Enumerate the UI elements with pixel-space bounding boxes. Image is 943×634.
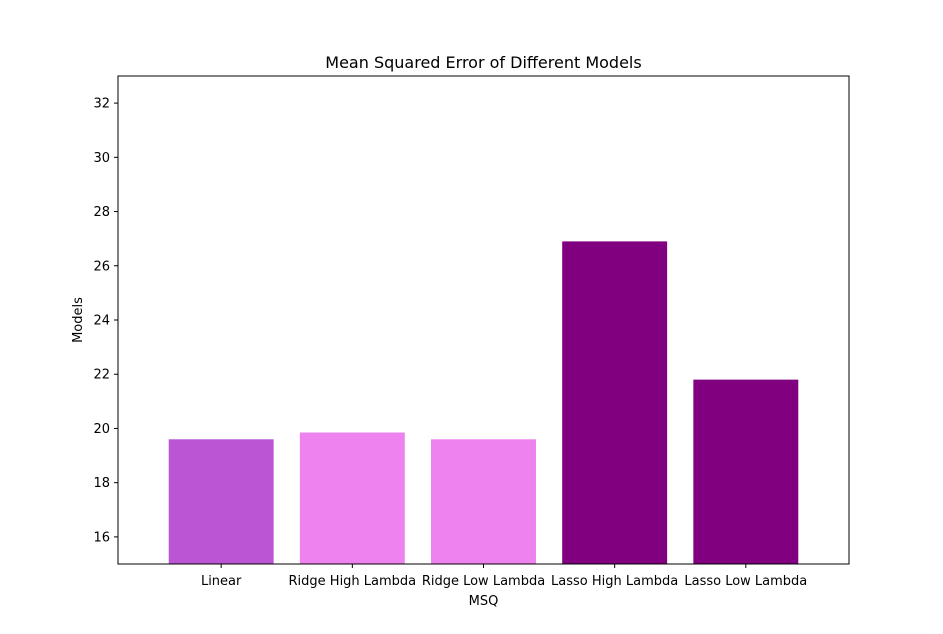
- y-axis-label: Models: [71, 297, 86, 343]
- x-axis: Linear Ridge High Lambda Ridge Low Lambda L…: [201, 564, 807, 589]
- chart-title: Mean Squared Error of Different Models: [325, 53, 641, 72]
- x-axis-label: MSQ: [469, 594, 499, 609]
- bar-ridge-low-lambda: [431, 439, 536, 564]
- y-tick-label: 28: [93, 205, 110, 220]
- x-tick-label: Lasso Low Lambda: [684, 574, 807, 589]
- bar-lasso-low-lambda: [693, 379, 799, 564]
- x-tick-label: Ridge Low Lambda: [422, 574, 545, 589]
- x-tick-label: Ridge High Lambda: [289, 574, 417, 589]
- bar-linear: [168, 439, 274, 564]
- y-tick-label: 16: [93, 530, 110, 545]
- y-tick-label: 18: [93, 476, 110, 491]
- bars-group: [168, 241, 799, 564]
- y-tick-label: 30: [93, 151, 110, 166]
- bar-lasso-high-lambda: [562, 241, 668, 564]
- y-axis: 16 18 20 22 24 26 28 30 32: [93, 97, 118, 545]
- x-tick-label: Linear: [201, 574, 242, 589]
- y-tick-label: 22: [93, 368, 110, 383]
- x-tick-label: Lasso High Lambda: [551, 574, 678, 589]
- y-tick-label: 24: [93, 314, 110, 329]
- y-tick-label: 26: [93, 259, 110, 274]
- y-tick-label: 32: [93, 97, 110, 112]
- bar-ridge-high-lambda: [299, 432, 405, 564]
- y-tick-label: 20: [93, 422, 110, 437]
